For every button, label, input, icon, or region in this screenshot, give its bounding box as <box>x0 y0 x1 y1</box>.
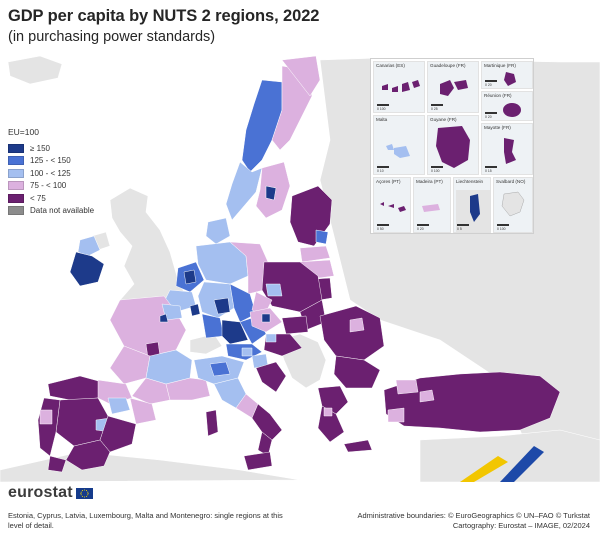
ireland-regions <box>69 235 105 287</box>
inset-label: Guyane (FR) <box>430 117 457 122</box>
legend-swatch <box>8 193 24 203</box>
central-east-regions <box>249 261 327 357</box>
svalbard-map <box>501 191 525 217</box>
inset-guadeloupe: Guadeloupe (FR) 0 25 <box>427 61 479 113</box>
legend-label: ≥ 150 <box>30 143 50 153</box>
inset-label: Madeira (PT) <box>416 179 443 184</box>
legend-swatch <box>8 156 24 166</box>
legend-item: 125 - < 150 <box>8 155 108 168</box>
legend-swatch <box>8 143 24 153</box>
inset-mayotte: Mayotte (FR) 0 15 <box>481 123 533 175</box>
europe-map <box>0 52 600 482</box>
inset-canarias: Canarias (ES) 0 100 <box>373 61 425 113</box>
map-title: GDP per capita by NUTS 2 regions, 2022 <box>8 7 320 25</box>
martinique-map <box>504 72 516 86</box>
cartography-line: Cartography: Eurostat – IMAGE, 02/2024 <box>452 521 590 530</box>
alpine-regions <box>225 343 287 393</box>
legend-item: ≥ 150 <box>8 142 108 155</box>
legend-swatch <box>8 206 24 216</box>
inset-label: Canarias (ES) <box>376 63 405 68</box>
logo-text: eurostat <box>8 484 73 501</box>
reunion-map <box>503 103 521 117</box>
balkan-regions <box>317 305 385 453</box>
france-regions <box>109 295 211 405</box>
guadeloupe-map <box>440 80 468 96</box>
canarias-map <box>382 80 420 92</box>
inset-label: Mayotte (FR) <box>484 125 511 130</box>
footnote: Estonia, Cyprus, Latvia, Luxembourg, Mal… <box>8 511 283 530</box>
legend-swatch <box>8 168 24 178</box>
acores-map <box>380 202 406 212</box>
legend-title: EU=100 <box>8 127 39 137</box>
inset-reunion: Réunion (FR) 0 20 <box>481 91 533 121</box>
corner-decoration <box>460 446 544 482</box>
legend-label: < 75 <box>30 193 46 203</box>
map-legend: EU=100 ≥ 150 125 - < 150 100 - < 125 75 … <box>8 127 108 217</box>
inset-svalbard: Svalbard (NO) 0 100 <box>493 177 533 233</box>
inset-malta: Malta 0 10 <box>373 115 425 175</box>
inset-madeira: Madeira (PT) 0 20 <box>413 177 451 233</box>
italy-regions <box>193 355 283 471</box>
inset-label: Martinique (FR) <box>484 63 516 68</box>
nordic-regions <box>225 55 333 247</box>
inset-label: Guadeloupe (FR) <box>430 63 466 68</box>
legend-swatch <box>8 181 24 191</box>
mayotte-map <box>504 138 516 164</box>
inset-maps-panel: Canarias (ES) 0 100 Guadeloupe (FR) 0 25… <box>370 58 534 234</box>
legend-label: 125 - < 150 <box>30 156 71 166</box>
eu-flag-icon <box>75 487 93 499</box>
inset-acores: Açores (PT) 0 50 <box>373 177 411 233</box>
inset-label: Réunion (FR) <box>484 93 512 98</box>
guyane-map <box>436 126 470 168</box>
map-subtitle: (in purchasing power standards) <box>8 29 216 45</box>
malta-map <box>386 144 410 158</box>
turkey-regions <box>383 371 561 433</box>
liechtenstein-map <box>456 190 490 232</box>
legend-item: Data not available <box>8 205 108 218</box>
inset-label: Svalbard (NO) <box>496 179 526 184</box>
inset-guyane: Guyane (FR) 0 100 <box>427 115 479 175</box>
legend-item: 75 - < 100 <box>8 180 108 193</box>
legend-label: 100 - < 125 <box>30 168 71 178</box>
inset-label: Malta <box>376 117 388 122</box>
legend-label: 75 - < 100 <box>30 181 67 191</box>
legend-item: < 75 <box>8 192 108 205</box>
source-line: Administrative boundaries: © EuroGeograp… <box>357 511 590 520</box>
inset-label: Liechtenstein <box>456 179 484 184</box>
source-credits: Administrative boundaries: © EuroGeograp… <box>330 511 590 531</box>
eurostat-logo: eurostat <box>8 484 93 502</box>
inset-liechtenstein: Liechtenstein 0 5 <box>453 177 491 233</box>
legend-item: 100 - < 125 <box>8 167 108 180</box>
legend-label: Data not available <box>30 206 95 216</box>
madeira-map <box>422 204 440 212</box>
inset-label: Açores (PT) <box>376 179 401 184</box>
iberia-regions <box>37 375 157 473</box>
inset-martinique: Martinique (FR) 0 20 <box>481 61 533 89</box>
